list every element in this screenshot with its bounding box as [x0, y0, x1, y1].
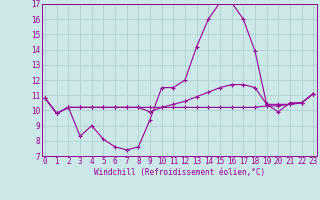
X-axis label: Windchill (Refroidissement éolien,°C): Windchill (Refroidissement éolien,°C) [94, 168, 265, 177]
